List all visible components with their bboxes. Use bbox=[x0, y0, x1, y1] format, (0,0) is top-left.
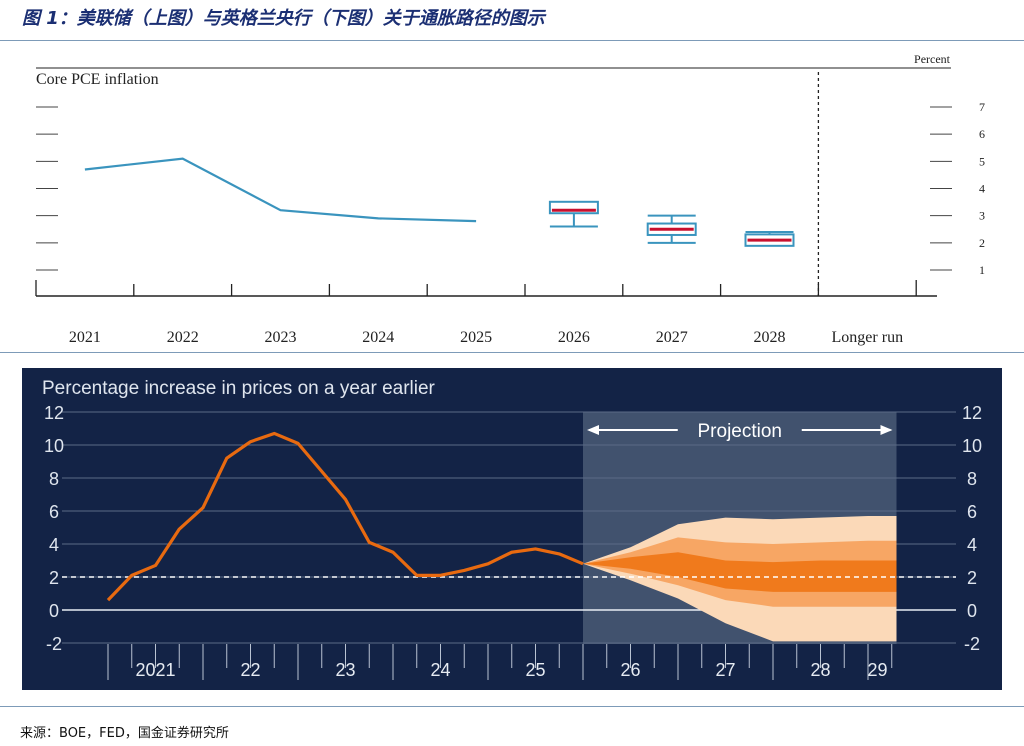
y-tick-label-left: 2 bbox=[49, 568, 59, 588]
x-tick-label: 2027 bbox=[656, 329, 688, 346]
projection-arrow-left-head bbox=[587, 425, 599, 435]
y-tick-label-right: 2 bbox=[967, 568, 977, 588]
y-tick-label-right: 0 bbox=[967, 601, 977, 621]
fan-band-inner bbox=[583, 552, 897, 592]
x-tick-label: 2023 bbox=[265, 329, 297, 346]
projection-label: Projection bbox=[698, 421, 783, 442]
y-tick-label: 4 bbox=[979, 182, 985, 196]
y-tick-label: 1 bbox=[979, 263, 985, 277]
projection-arrow-right-head bbox=[880, 425, 893, 435]
y-tick-label-right: 8 bbox=[967, 469, 977, 489]
x-tick-label: 26 bbox=[620, 660, 640, 680]
y-tick-label-left: -2 bbox=[46, 634, 62, 654]
x-tick-label: 2022 bbox=[167, 329, 199, 346]
y-tick-label-right: 4 bbox=[967, 535, 977, 555]
fed-core-pce-chart: Percent Core PCE inflation 1 2 3 4 5 6 7 2021 2022… bbox=[35, 52, 985, 346]
y-tick-label-right: -2 bbox=[964, 634, 980, 654]
x-tick-label: 27 bbox=[715, 660, 735, 680]
projection-central-box bbox=[548, 200, 599, 215]
chart-title: Core PCE inflation bbox=[36, 71, 159, 88]
y-tick-label-left: 10 bbox=[44, 436, 64, 456]
cpi-inflation-line bbox=[106, 431, 584, 602]
source-note: 来源：BOE，FED，国金证券研究所 bbox=[20, 726, 229, 741]
y-tick-label-left: 8 bbox=[49, 469, 59, 489]
chart-title: Percentage increase in prices on a year … bbox=[42, 378, 436, 399]
x-tick-label: 2021 bbox=[135, 660, 175, 680]
unit-label: Percent bbox=[914, 52, 951, 66]
middle-rule bbox=[0, 352, 1024, 353]
y-tick-label-left: 4 bbox=[49, 535, 59, 555]
figure-title: 图 1：美联储（上图）与英格兰央行（下图）关于通胀路径的图示 bbox=[22, 8, 545, 29]
y-tick-label: 7 bbox=[979, 100, 985, 114]
x-tick-label: 29 bbox=[867, 660, 887, 680]
x-tick-label: 2028 bbox=[754, 329, 786, 346]
y-tick-label-right: 6 bbox=[967, 502, 977, 522]
y-tick-label-right: 12 bbox=[962, 403, 982, 423]
y-tick-label-right: 10 bbox=[962, 436, 982, 456]
y-tick-label: 3 bbox=[979, 209, 985, 223]
x-tick-label: 2026 bbox=[558, 329, 590, 346]
x-tick-label: 24 bbox=[430, 660, 450, 680]
x-tick-label: Longer run bbox=[832, 329, 904, 346]
y-tick-label-left: 12 bbox=[44, 403, 64, 423]
x-tick-label: 22 bbox=[240, 660, 260, 680]
title-rule bbox=[0, 40, 1024, 41]
x-tick-label: 28 bbox=[810, 660, 830, 680]
x-tick-label: 23 bbox=[335, 660, 355, 680]
x-tick-label: 2024 bbox=[362, 329, 394, 346]
bottom-rule bbox=[0, 706, 1024, 707]
x-tick-label: 2021 bbox=[69, 329, 101, 346]
x-tick-label: 2025 bbox=[460, 329, 492, 346]
x-tick-label: 25 bbox=[525, 660, 545, 680]
y-tick-label: 2 bbox=[979, 236, 985, 250]
y-tick-label-left: 0 bbox=[49, 601, 59, 621]
y-tick-label: 6 bbox=[979, 127, 985, 141]
core-pce-line bbox=[84, 157, 477, 223]
y-tick-label-left: 6 bbox=[49, 502, 59, 522]
y-tick-label: 5 bbox=[979, 154, 985, 168]
